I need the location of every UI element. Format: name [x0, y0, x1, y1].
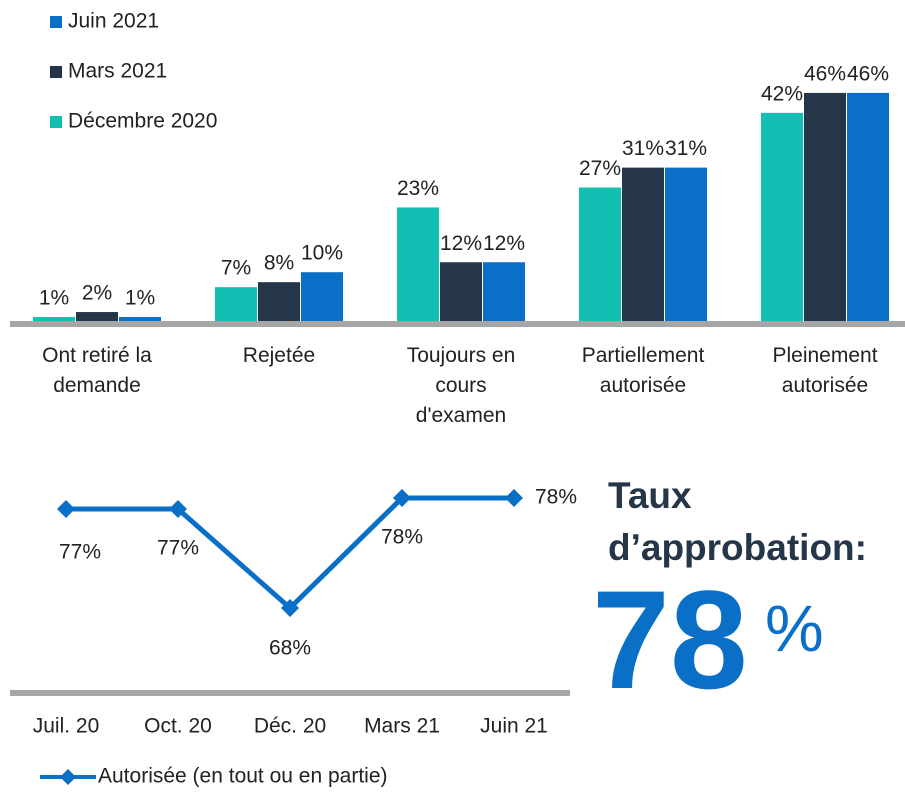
bar [847, 92, 889, 322]
x-tick-label: Ont retiré la demande [42, 344, 152, 397]
bar [33, 317, 75, 322]
headline-label: Taux d’approbation: [608, 475, 867, 568]
bar [301, 272, 343, 322]
x-tick-label: Déc. 20 [254, 715, 326, 738]
bar [215, 287, 257, 322]
legend-marker [60, 769, 76, 785]
x-tick-label: Pleinement autorisée [772, 344, 878, 397]
x-tick-label: Juil. 20 [33, 715, 100, 738]
legend-swatch [50, 116, 62, 128]
x-tick-label: Rejetée [242, 344, 316, 367]
bar [622, 167, 664, 322]
bar [119, 317, 161, 322]
marker [169, 500, 187, 518]
legend-label: Juin 2021 [68, 10, 159, 33]
headline-unit: % [765, 591, 824, 665]
legend-swatch [50, 16, 62, 28]
bar [761, 112, 803, 322]
legend-label: Autorisée (en tout ou en partie) [98, 765, 388, 788]
legend-label: Mars 2021 [68, 60, 167, 83]
legend-swatch [50, 66, 62, 78]
bar [258, 282, 300, 322]
data-label: 23% [397, 177, 439, 200]
data-label: 10% [301, 242, 343, 265]
data-label: 46% [847, 62, 889, 85]
data-label: 2% [82, 282, 112, 305]
bar [665, 167, 707, 322]
bar [483, 262, 525, 322]
x-tick-label: Juin 21 [480, 715, 548, 738]
data-label: 8% [264, 252, 294, 275]
data-label: 7% [221, 257, 251, 280]
data-label: 12% [483, 232, 525, 255]
legend-label: Décembre 2020 [68, 110, 217, 133]
data-label: 27% [579, 157, 621, 180]
marker [281, 599, 299, 617]
marker [57, 500, 75, 518]
data-label: 46% [804, 62, 846, 85]
data-label: 31% [665, 137, 707, 160]
data-label: 77% [59, 541, 101, 564]
x-tick-label: Toujours en cours d'examen [406, 344, 516, 427]
marker [393, 489, 411, 507]
data-label: 77% [157, 537, 199, 560]
data-label: 1% [39, 287, 69, 310]
x-tick-label: Mars 21 [364, 715, 440, 738]
data-label: 1% [125, 287, 155, 310]
headline-value: 78 [592, 561, 748, 718]
data-label: 78% [535, 486, 577, 509]
bar [579, 187, 621, 322]
data-label: 42% [761, 82, 803, 105]
data-label: 78% [381, 526, 423, 549]
bar [397, 207, 439, 322]
x-tick-label: Partiellement autorisée [581, 344, 705, 397]
marker [505, 489, 523, 507]
x-tick-label: Oct. 20 [144, 715, 212, 738]
bar [440, 262, 482, 322]
data-label: 12% [440, 232, 482, 255]
data-label: 68% [269, 637, 311, 660]
line [66, 495, 514, 612]
data-label: 31% [622, 137, 664, 160]
bar [76, 312, 118, 322]
bar [804, 92, 846, 322]
